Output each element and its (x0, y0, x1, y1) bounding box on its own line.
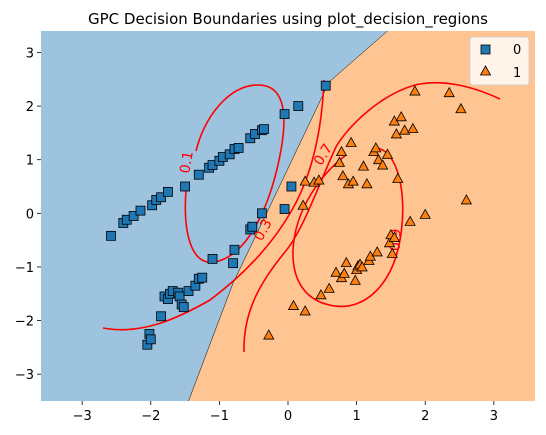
class-0-point-46 (257, 208, 267, 219)
class-0-point-9 (180, 181, 190, 192)
class-0-point-45 (247, 221, 258, 232)
y-tick-label--3: −3 (15, 368, 34, 383)
class-0-point-17 (233, 142, 244, 153)
class-0-point-41 (207, 253, 218, 264)
class-1-point-1 (287, 299, 300, 310)
class-1-point-39 (390, 128, 403, 139)
x-tick-label-3: 3 (490, 409, 498, 424)
contour-0.3-line (102, 79, 325, 331)
decision-region-class-1 (188, 31, 535, 401)
probability-contours (102, 79, 501, 353)
class-0-point-36 (178, 302, 189, 313)
class-1-point-37 (388, 231, 401, 242)
class-0-point-4 (135, 205, 146, 216)
class-1-point-38 (392, 172, 404, 183)
y-tick-label-1: 1 (26, 154, 34, 169)
class-0-point-7 (156, 192, 166, 203)
plot-area: 0.1 0.3 0.7 0.9 (41, 31, 535, 401)
contour-0.7-line (243, 81, 501, 353)
class-1-point-36 (386, 247, 398, 258)
class-0-point-48 (286, 181, 297, 192)
class-0-point-28 (156, 311, 166, 322)
series-0-markers (106, 80, 331, 350)
contour-0.1-line (184, 84, 285, 263)
x-tick-label--1: −1 (210, 409, 229, 424)
class-0-point-21 (259, 124, 269, 135)
class-1-point-48 (455, 102, 467, 114)
class-1-point-41 (395, 110, 407, 122)
y-axis: −3 −2 −1 0 1 2 3 (15, 46, 41, 383)
class-1-point-44 (407, 122, 419, 133)
class-0-point-23 (293, 101, 304, 111)
class-0-point-37 (183, 286, 194, 296)
x-tick-label--2: −2 (141, 409, 160, 424)
class-0-point-47 (279, 204, 290, 214)
class-0-point-22 (279, 109, 290, 120)
class-1-point-8 (323, 282, 335, 293)
class-1-point-7 (315, 289, 327, 300)
class-0-point-40 (197, 272, 208, 283)
x-tick-label-2: 2 (421, 409, 429, 424)
class-1-point-2 (299, 305, 311, 316)
class-0-point-0 (106, 230, 116, 241)
class-1-point-32 (377, 159, 389, 170)
y-tick-label-0: 0 (26, 207, 34, 222)
class-0-point-24 (320, 80, 331, 91)
class-1-point-33 (381, 148, 394, 159)
class-1-point-4 (297, 199, 309, 210)
legend-marker-1 (479, 65, 492, 76)
x-tick-label--3: −3 (73, 409, 92, 424)
class-1-point-49 (460, 194, 473, 205)
class-0-point-42 (228, 258, 239, 269)
class-1-point-18 (347, 175, 359, 186)
y-tick-label--2: −2 (15, 315, 34, 330)
decision-boundary-line (188, 31, 388, 401)
class-0-point-8 (163, 186, 173, 197)
class-1-point-19 (349, 274, 361, 285)
legend-marker-0 (480, 44, 491, 55)
class-1-point-13 (333, 156, 346, 167)
class-1-point-0 (263, 329, 275, 340)
legend-label-0: 0 (513, 43, 521, 58)
class-1-point-3 (299, 175, 311, 186)
class-0-point-10 (193, 169, 204, 180)
class-1-point-11 (338, 267, 350, 278)
legend: 0 1 (469, 36, 530, 86)
class-1-point-47 (443, 86, 455, 98)
class-1-point-30 (371, 246, 383, 257)
class-1-point-42 (398, 124, 411, 135)
class-1-point-15 (337, 169, 349, 181)
x-axis: −3 −2 −1 0 1 2 3 (73, 401, 498, 424)
class-1-point-12 (340, 256, 352, 268)
contour-0.9-line (292, 147, 404, 308)
legend-label-1: 1 (513, 66, 521, 81)
chart-title: GPC Decision Boundaries using plot_decis… (88, 10, 488, 29)
series-1-markers (263, 85, 473, 340)
class-1-point-45 (409, 85, 421, 96)
decision-region-class-0 (41, 31, 388, 401)
class-1-point-46 (419, 208, 431, 219)
class-0-point-3 (128, 211, 139, 221)
class-1-point-23 (356, 261, 368, 272)
class-1-point-17 (345, 136, 357, 147)
class-1-point-25 (361, 178, 373, 189)
class-1-point-43 (404, 215, 416, 226)
x-tick-label-0: 0 (284, 409, 292, 424)
class-1-point-9 (330, 266, 342, 277)
class-1-point-34 (383, 236, 396, 248)
class-1-point-24 (357, 160, 370, 171)
y-tick-label--1: −1 (15, 261, 34, 276)
class-1-point-14 (335, 145, 348, 157)
class-0-point-27 (145, 334, 156, 345)
y-tick-label-3: 3 (26, 46, 34, 61)
class-1-point-29 (370, 142, 382, 153)
contour-label-0.1: 0.1 (177, 150, 197, 175)
class-1-point-31 (372, 153, 385, 165)
class-0-point-43 (229, 244, 240, 255)
class-1-point-6 (313, 174, 325, 185)
y-tick-label-2: 2 (26, 100, 34, 115)
x-tick-label-1: 1 (352, 409, 360, 424)
